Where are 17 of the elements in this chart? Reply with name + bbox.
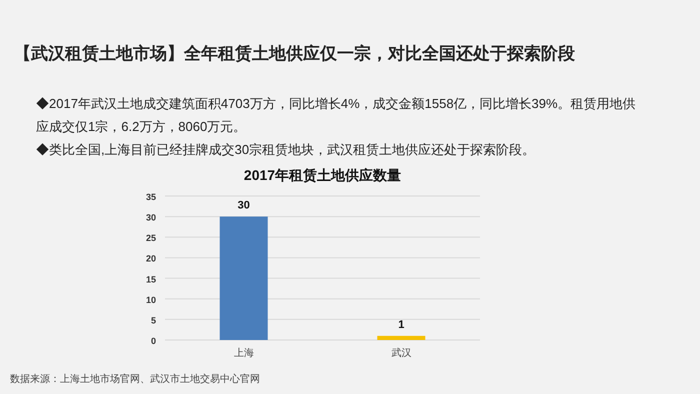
y-tick-label: 35 (146, 192, 156, 202)
x-tick-label: 武汉 (391, 347, 412, 359)
y-tick-label: 30 (146, 212, 156, 223)
y-tick-label: 5 (150, 315, 156, 326)
y-tick-label: 20 (146, 254, 156, 264)
annotation: 【武汉租赁土地市场】全年租赁土地供应仅一宗，对比全国还处于探索阶段 (14, 43, 576, 65)
annotation: ◆类比全国,上海目前已经挂牌成交30宗租赁地块，武汉租赁土地供应还处于探索阶段。 (36, 141, 536, 159)
y-tick-label: 25 (146, 233, 156, 244)
data-label: 1 (398, 318, 404, 331)
y-tick-label: 10 (146, 294, 156, 305)
data-label: 30 (238, 200, 250, 212)
annotation: ◆2017年武汉土地成交建筑面积4703万方，同比增长4%，成交金额1558亿，同比增长39%。租赁用地供应成交仅1宗，6.2万方，8060万元。 (36, 95, 637, 136)
y-tick-label: 0 (150, 336, 156, 346)
annotation: 数据来源：上海土地市场官网、武汉市土地交易中心官网 (10, 372, 261, 386)
x-tick-label: 上海 (234, 347, 254, 359)
y-tick-label: 15 (146, 274, 156, 284)
chart-title: 2017年租赁土地供应数量 (244, 167, 402, 183)
